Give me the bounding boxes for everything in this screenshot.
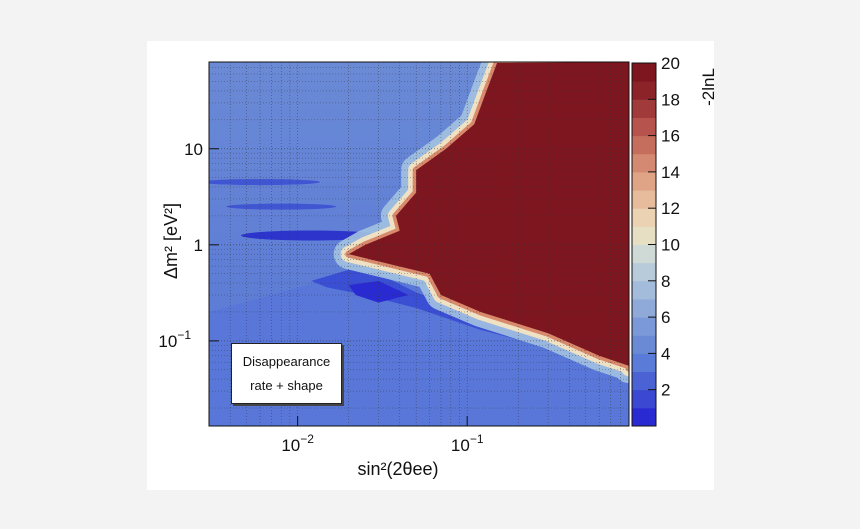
colorbar-segment	[632, 99, 656, 118]
colorbar-tick-label: 14	[661, 163, 680, 182]
annotation-line-2: rate + shape	[250, 377, 323, 393]
heatmap-streak	[209, 179, 321, 186]
colorbar-tick-label: 16	[661, 127, 680, 146]
colorbar-tick-label: 4	[661, 344, 670, 363]
y-tick-label: 10	[184, 140, 203, 159]
annotation-box: Disappearance rate + shape	[231, 343, 342, 404]
colorbar-segment	[632, 317, 656, 336]
heatmap-streak	[241, 230, 382, 241]
y-tick-label: 1	[194, 236, 203, 255]
colorbar-tick-label: 8	[661, 272, 670, 291]
colorbar-segment	[632, 353, 656, 373]
colorbar-tick-label: 12	[661, 199, 680, 218]
colorbar-segment	[632, 81, 656, 100]
colorbar-segment	[632, 63, 656, 82]
colorbar-segment	[632, 153, 656, 173]
colorbar-segment	[632, 226, 656, 245]
x-axis-title: sin²(2θee)	[357, 459, 438, 479]
saturated-region	[348, 62, 629, 369]
colorbar-segment	[632, 371, 656, 391]
colorbar-segment	[632, 117, 656, 137]
colorbar-segment	[632, 171, 656, 191]
heatmap-chart: 2 4 6 8 10 12 14 16 18 20 10−2 10−1 10−1 1 10 sin²(2θ…	[158, 54, 714, 479]
plot-frame	[208, 61, 630, 427]
heatmap-minimum-core	[348, 281, 409, 303]
y-axis-title: Δm² [eV²]	[161, 203, 181, 279]
colorbar-segment	[632, 389, 656, 409]
colorbar-tick-label: 6	[661, 308, 670, 327]
chart-panel: 2 4 6 8 10 12 14 16 18 20 10−2 10−1 10−1 1 10 sin²(2θ…	[147, 41, 714, 490]
y-tick-label: 10−1	[158, 328, 191, 351]
colorbar-segment	[632, 280, 656, 300]
colorbar-segment	[632, 208, 656, 227]
colorbar-tick-label: 20	[661, 54, 680, 73]
colorbar-segment	[632, 335, 656, 354]
colorbar-tick-label: 18	[661, 90, 680, 109]
colorbar-segment	[632, 298, 656, 318]
colorbar-segment	[632, 190, 656, 209]
colorbar-segment	[632, 135, 656, 155]
x-tick-label: 10−1	[451, 432, 484, 455]
colorbar-segment	[632, 407, 656, 427]
x-tick-label: 10−2	[281, 432, 314, 455]
annotation-line-1: Disappearance	[242, 354, 331, 370]
colorbar-tick-label: 10	[661, 236, 680, 255]
colorbar-segment	[632, 262, 656, 282]
colorbar-tick-label: 2	[661, 381, 670, 400]
colorbar-segment	[632, 244, 656, 264]
colorbar-title: -2lnL	[699, 68, 714, 106]
